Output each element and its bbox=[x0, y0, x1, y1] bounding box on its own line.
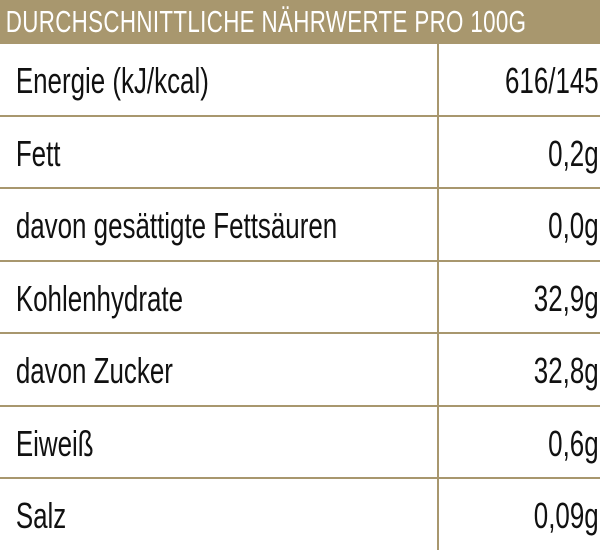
row-label: davon gesättigte Fettsäuren bbox=[15, 205, 338, 246]
row-label: Fett bbox=[15, 132, 61, 174]
row-label: davon Zucker bbox=[15, 350, 173, 391]
row-label: Eiweiß bbox=[15, 422, 94, 464]
row-value: 616/145 bbox=[504, 60, 599, 101]
header-title: DURCHSCHNITTLICHE NÄHRWERTE PRO 100G bbox=[5, 4, 527, 39]
row-value: 0,0g bbox=[548, 205, 599, 246]
table-row: davon Zucker 32,8g bbox=[0, 334, 600, 407]
table-row: Energie (kJ/kcal) 616/145 bbox=[0, 44, 600, 117]
row-value: 32,8g bbox=[533, 350, 599, 391]
row-label: Kohlenhydrate bbox=[15, 277, 184, 319]
table-row: Fett 0,2g bbox=[0, 116, 600, 189]
table-header: DURCHSCHNITTLICHE NÄHRWERTE PRO 100G bbox=[0, 0, 600, 44]
row-value: 32,9g bbox=[533, 277, 599, 319]
table-row: Salz 0,09g bbox=[0, 479, 600, 550]
table-row: Kohlenhydrate 32,9g bbox=[0, 261, 600, 334]
table-row: Eiweiß 0,6g bbox=[0, 406, 600, 479]
row-label: Energie (kJ/kcal) bbox=[15, 60, 209, 101]
row-value: 0,2g bbox=[548, 132, 599, 174]
table-row: davon gesättigte Fettsäuren 0,0g bbox=[0, 189, 600, 262]
row-label: Salz bbox=[15, 495, 67, 536]
row-value: 0,6g bbox=[548, 422, 599, 464]
row-value: 0,09g bbox=[533, 495, 599, 536]
